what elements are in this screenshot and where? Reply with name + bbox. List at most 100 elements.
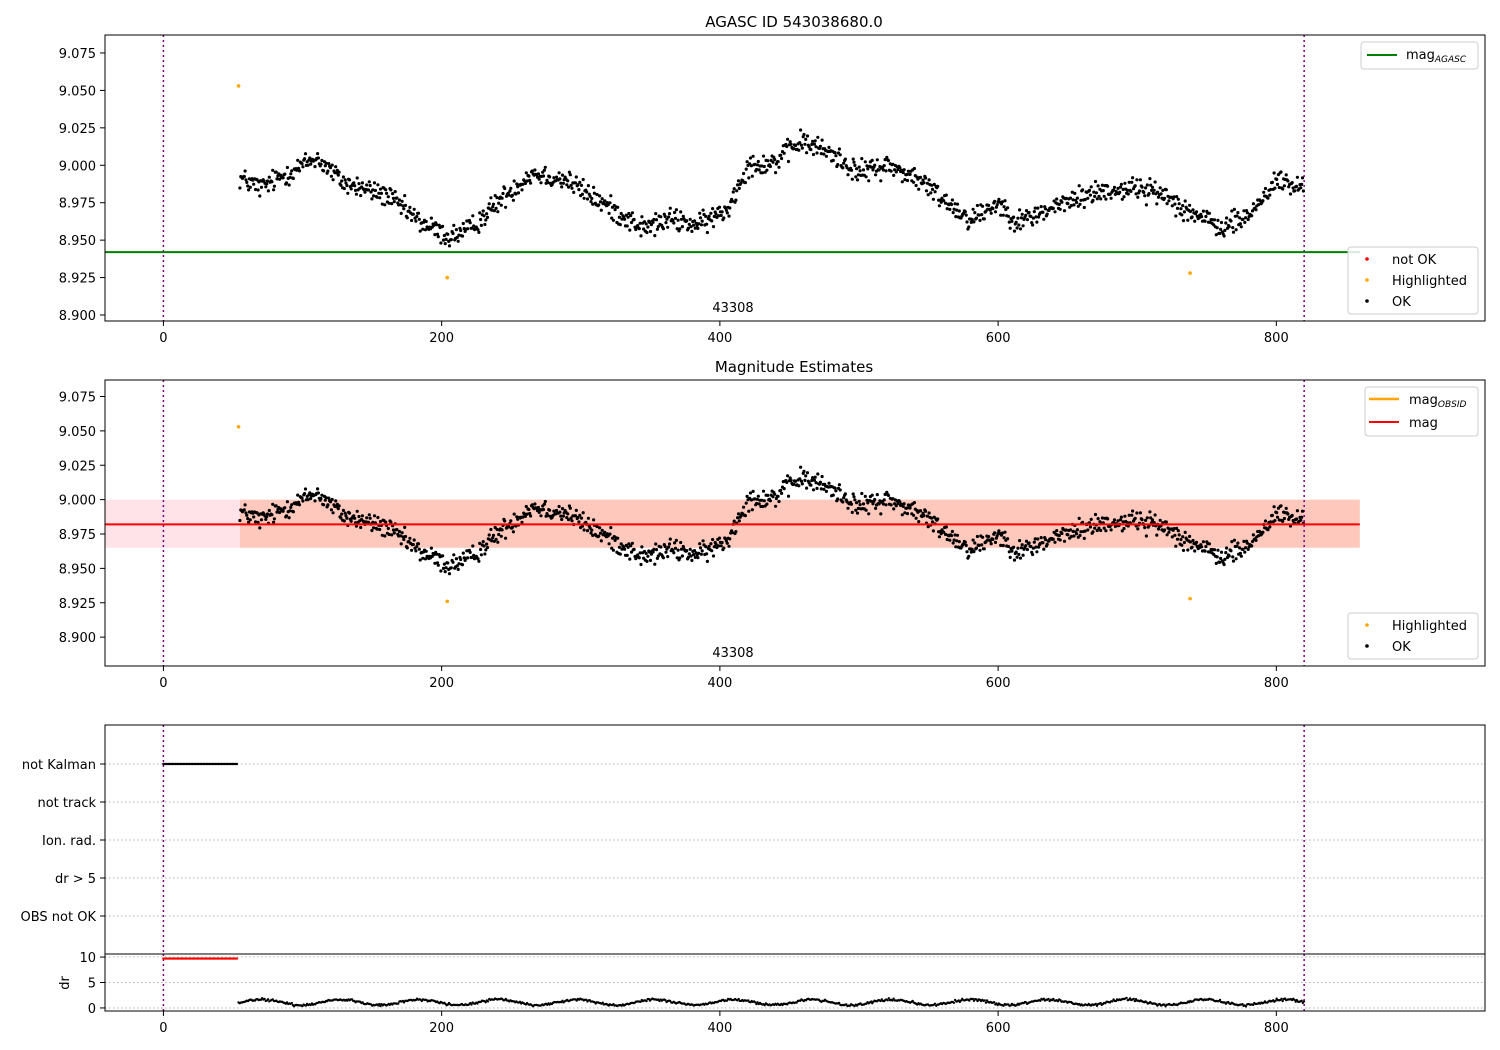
ok-point	[714, 542, 718, 547]
ok-point	[838, 488, 842, 492]
ok-point	[1104, 529, 1108, 533]
ok-point	[1093, 512, 1098, 517]
ok-point	[849, 502, 854, 506]
ok-point	[1177, 533, 1181, 537]
ok-point	[656, 225, 660, 229]
ok-point	[349, 519, 353, 523]
ok-point	[600, 528, 604, 532]
ok-point	[548, 508, 552, 512]
ok-point	[560, 507, 565, 511]
ok-point	[1175, 526, 1179, 531]
ok-point	[655, 556, 660, 561]
ok-point	[510, 193, 515, 197]
ok-point	[1275, 182, 1280, 186]
ok-point	[514, 192, 518, 196]
legend-mag-sub: AGASC	[1434, 55, 1467, 65]
ok-point	[375, 195, 379, 199]
dr-ok-point	[755, 1002, 758, 1006]
ok-point	[742, 171, 746, 176]
ok-point	[1270, 513, 1274, 518]
ok-point	[779, 153, 783, 157]
ok-point	[1082, 536, 1086, 541]
ok-point	[697, 222, 701, 226]
ok-point	[945, 207, 949, 211]
ok-point	[648, 558, 653, 563]
ok-point	[1100, 516, 1104, 520]
dr-ok-point	[933, 1002, 937, 1005]
ok-point	[666, 555, 670, 559]
ok-point	[1230, 540, 1234, 544]
ok-point	[707, 544, 711, 549]
ok-point	[363, 190, 367, 194]
ok-point	[1112, 520, 1116, 525]
ok-point	[1060, 531, 1064, 536]
legend-mag-obsid-sub: OBSID	[1438, 400, 1467, 410]
ok-point	[724, 208, 729, 212]
ok-point	[1066, 202, 1070, 206]
dr-ok-point	[266, 998, 270, 1001]
ok-point	[368, 516, 372, 520]
ok-point	[804, 474, 808, 478]
ok-point	[756, 494, 760, 498]
ok-point	[402, 537, 406, 542]
ok-point	[1099, 528, 1103, 533]
ok-point	[436, 563, 440, 567]
ok-point	[344, 181, 348, 185]
ok-point	[906, 169, 911, 173]
ok-point	[1245, 211, 1249, 215]
ok-point	[1161, 188, 1165, 192]
ok-point	[297, 169, 302, 173]
ok-point	[503, 519, 507, 523]
ok-point	[1148, 177, 1152, 181]
ok-point	[334, 165, 338, 169]
ok-point	[666, 225, 670, 229]
ok-point	[805, 151, 809, 155]
ok-point	[1232, 538, 1236, 542]
ok-point	[1222, 562, 1226, 567]
ok-point	[439, 569, 443, 573]
ok-point	[479, 223, 483, 227]
ok-point	[524, 504, 528, 509]
ok-point	[1144, 518, 1148, 523]
ok-point	[308, 491, 312, 495]
ok-point	[384, 188, 388, 192]
ok-point	[720, 210, 724, 214]
ok-point	[320, 493, 324, 497]
ok-point	[256, 520, 260, 524]
ok-point	[903, 178, 907, 182]
ok-point	[329, 508, 333, 512]
ok-point	[306, 498, 310, 502]
ok-point	[709, 542, 713, 546]
ok-point	[1257, 203, 1261, 207]
ok-point	[905, 172, 909, 177]
ok-point	[371, 520, 375, 524]
ok-point	[378, 187, 383, 191]
ok-point	[712, 214, 716, 219]
x-tick-label: 200	[429, 676, 454, 691]
ok-point	[1269, 520, 1273, 524]
ok-point	[481, 209, 485, 213]
ok-point	[397, 529, 402, 534]
agasc-line-legend: magAGASC	[1360, 41, 1479, 70]
ok-point	[661, 227, 666, 231]
ok-point	[760, 498, 764, 502]
ok-point	[543, 499, 547, 504]
ok-point	[1027, 541, 1031, 545]
ok-point	[554, 175, 559, 179]
ok-point	[756, 159, 760, 164]
ok-point	[812, 142, 817, 146]
ok-point	[640, 215, 644, 219]
ok-point	[798, 141, 802, 145]
ok-point	[375, 527, 379, 531]
ok-point	[1273, 186, 1277, 190]
ok-point	[1145, 183, 1149, 187]
dr-ok-point	[1218, 998, 1222, 1002]
ok-point	[629, 214, 633, 218]
ok-point	[570, 186, 574, 190]
ok-point	[765, 168, 769, 172]
ok-point	[1290, 181, 1294, 185]
ok-point	[561, 181, 566, 185]
dr-ok-point	[737, 997, 740, 1001]
ok-point	[1003, 530, 1007, 534]
